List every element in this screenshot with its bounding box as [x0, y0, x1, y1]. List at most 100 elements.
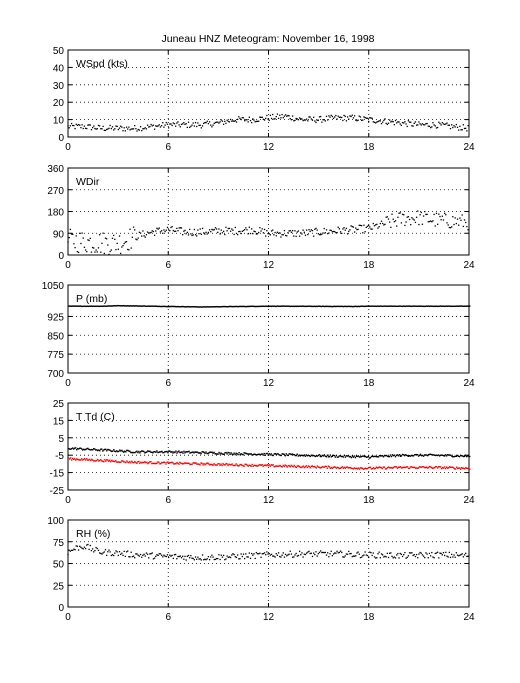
data-point	[343, 227, 345, 229]
data-point	[159, 451, 161, 453]
data-point	[68, 447, 70, 450]
data-point	[76, 458, 78, 460]
data-point	[91, 458, 93, 461]
data-point	[417, 455, 420, 457]
data-point	[427, 453, 430, 456]
data-point	[237, 306, 239, 308]
data-point	[182, 123, 184, 125]
data-point	[386, 455, 389, 457]
data-point	[81, 232, 83, 234]
data-point	[390, 305, 393, 307]
data-point	[79, 545, 81, 547]
data-point	[324, 551, 327, 554]
data-point	[249, 453, 251, 455]
data-point	[239, 464, 241, 466]
data-point	[414, 221, 417, 224]
data-point	[449, 454, 452, 456]
data-point	[349, 455, 352, 458]
data-point	[103, 305, 105, 307]
data-point	[304, 455, 306, 457]
data-point	[464, 454, 467, 456]
data-point	[158, 124, 160, 126]
data-point	[95, 460, 97, 462]
data-point	[400, 467, 403, 469]
data-point	[134, 557, 136, 559]
data-point	[175, 305, 177, 308]
data-point	[290, 553, 293, 555]
data-point	[170, 123, 172, 125]
data-point	[130, 551, 132, 553]
data-point	[113, 129, 115, 131]
series-2	[68, 457, 471, 470]
data-point	[461, 305, 464, 307]
data-point	[262, 552, 265, 555]
data-point	[190, 451, 192, 454]
data-point	[232, 453, 234, 456]
data-point	[267, 232, 269, 235]
data-point	[467, 555, 469, 557]
data-point	[222, 123, 225, 125]
data-point	[208, 463, 210, 465]
data-point	[284, 234, 287, 237]
data-point	[239, 305, 241, 308]
data-point	[277, 305, 279, 307]
data-point	[132, 555, 135, 557]
data-point	[214, 121, 217, 124]
data-point	[373, 455, 376, 458]
data-point	[295, 466, 297, 469]
data-point	[463, 305, 466, 307]
data-point	[194, 451, 196, 453]
data-point	[425, 305, 428, 307]
data-point	[454, 468, 457, 470]
data-point	[444, 467, 447, 470]
data-point	[252, 554, 254, 556]
data-point	[367, 305, 370, 307]
data-point	[273, 453, 275, 455]
data-point	[71, 305, 73, 307]
data-point	[329, 229, 331, 231]
data-point	[97, 458, 99, 461]
data-point	[125, 451, 127, 453]
data-point	[199, 464, 201, 466]
data-point	[331, 455, 334, 457]
data-point	[151, 462, 153, 465]
data-point	[274, 231, 276, 234]
data-point	[326, 454, 329, 456]
data-point	[224, 559, 226, 561]
data-point	[249, 557, 252, 560]
data-point	[460, 219, 462, 222]
data-point	[403, 214, 405, 216]
data-point	[75, 305, 77, 307]
data-point	[418, 454, 421, 456]
data-point	[127, 305, 129, 307]
data-point	[446, 305, 449, 307]
data-point	[127, 550, 129, 552]
data-point	[279, 232, 281, 234]
data-point	[139, 462, 141, 465]
data-point	[267, 118, 269, 120]
data-point	[422, 466, 425, 468]
data-point	[446, 467, 449, 469]
data-point	[69, 448, 71, 450]
data-point	[156, 227, 158, 230]
data-point	[104, 459, 106, 461]
data-point	[264, 464, 266, 466]
data-point	[442, 219, 445, 221]
data-point	[431, 126, 433, 128]
data-point	[222, 463, 224, 465]
data-point	[432, 454, 435, 456]
data-point	[276, 113, 279, 115]
data-point	[247, 233, 249, 235]
data-point	[335, 114, 337, 117]
data-point	[255, 551, 258, 554]
data-point	[152, 462, 154, 465]
data-point	[438, 465, 441, 468]
data-point	[161, 461, 163, 464]
data-point	[170, 305, 172, 308]
data-point	[212, 229, 214, 231]
data-point	[326, 305, 329, 308]
data-point	[456, 467, 459, 470]
data-point	[200, 462, 202, 464]
